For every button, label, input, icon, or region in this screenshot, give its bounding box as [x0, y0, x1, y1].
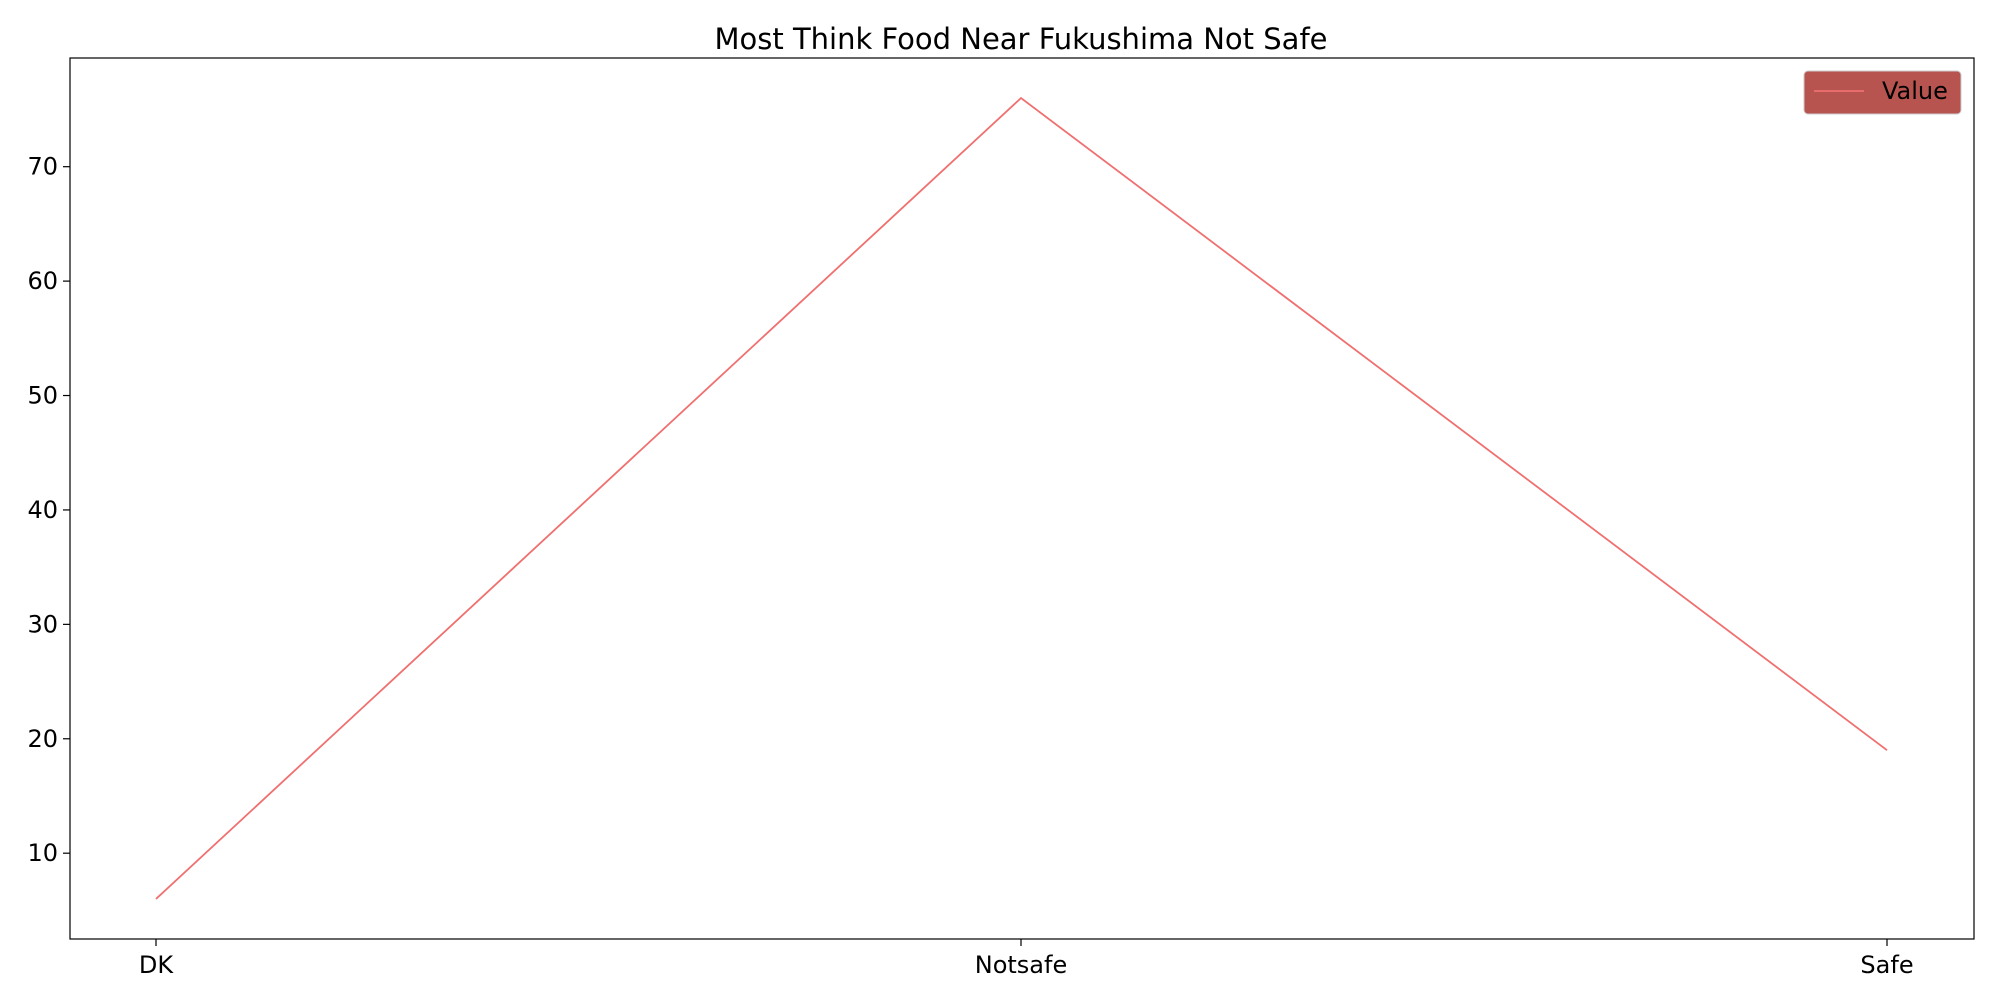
x-tick-label: DK — [139, 951, 174, 979]
y-axis: 10 20 30 40 50 60 70 — [27, 153, 70, 867]
legend-label-value: Value — [1882, 77, 1948, 105]
plot-area — [69, 57, 1975, 940]
x-axis: DK Notsafe Safe — [139, 939, 1914, 979]
series-line-value — [155, 96, 1888, 900]
y-tick-label: 70 — [27, 153, 58, 181]
x-tick-label: Notsafe — [975, 951, 1067, 979]
x-tick-label: Safe — [1860, 951, 1913, 979]
y-tick-label: 40 — [27, 496, 58, 524]
y-tick-label: 20 — [27, 725, 58, 753]
y-tick-label: 30 — [27, 610, 58, 638]
legend[interactable]: Value — [1803, 70, 1962, 115]
series-layer — [155, 96, 1888, 900]
y-tick-label: 50 — [27, 382, 58, 410]
y-tick-label: 60 — [27, 267, 58, 295]
y-tick-label: 10 — [27, 839, 58, 867]
legend-box — [1803, 70, 1962, 115]
chart-title: Most Think Food Near Fukushima Not Safe — [714, 22, 1327, 56]
